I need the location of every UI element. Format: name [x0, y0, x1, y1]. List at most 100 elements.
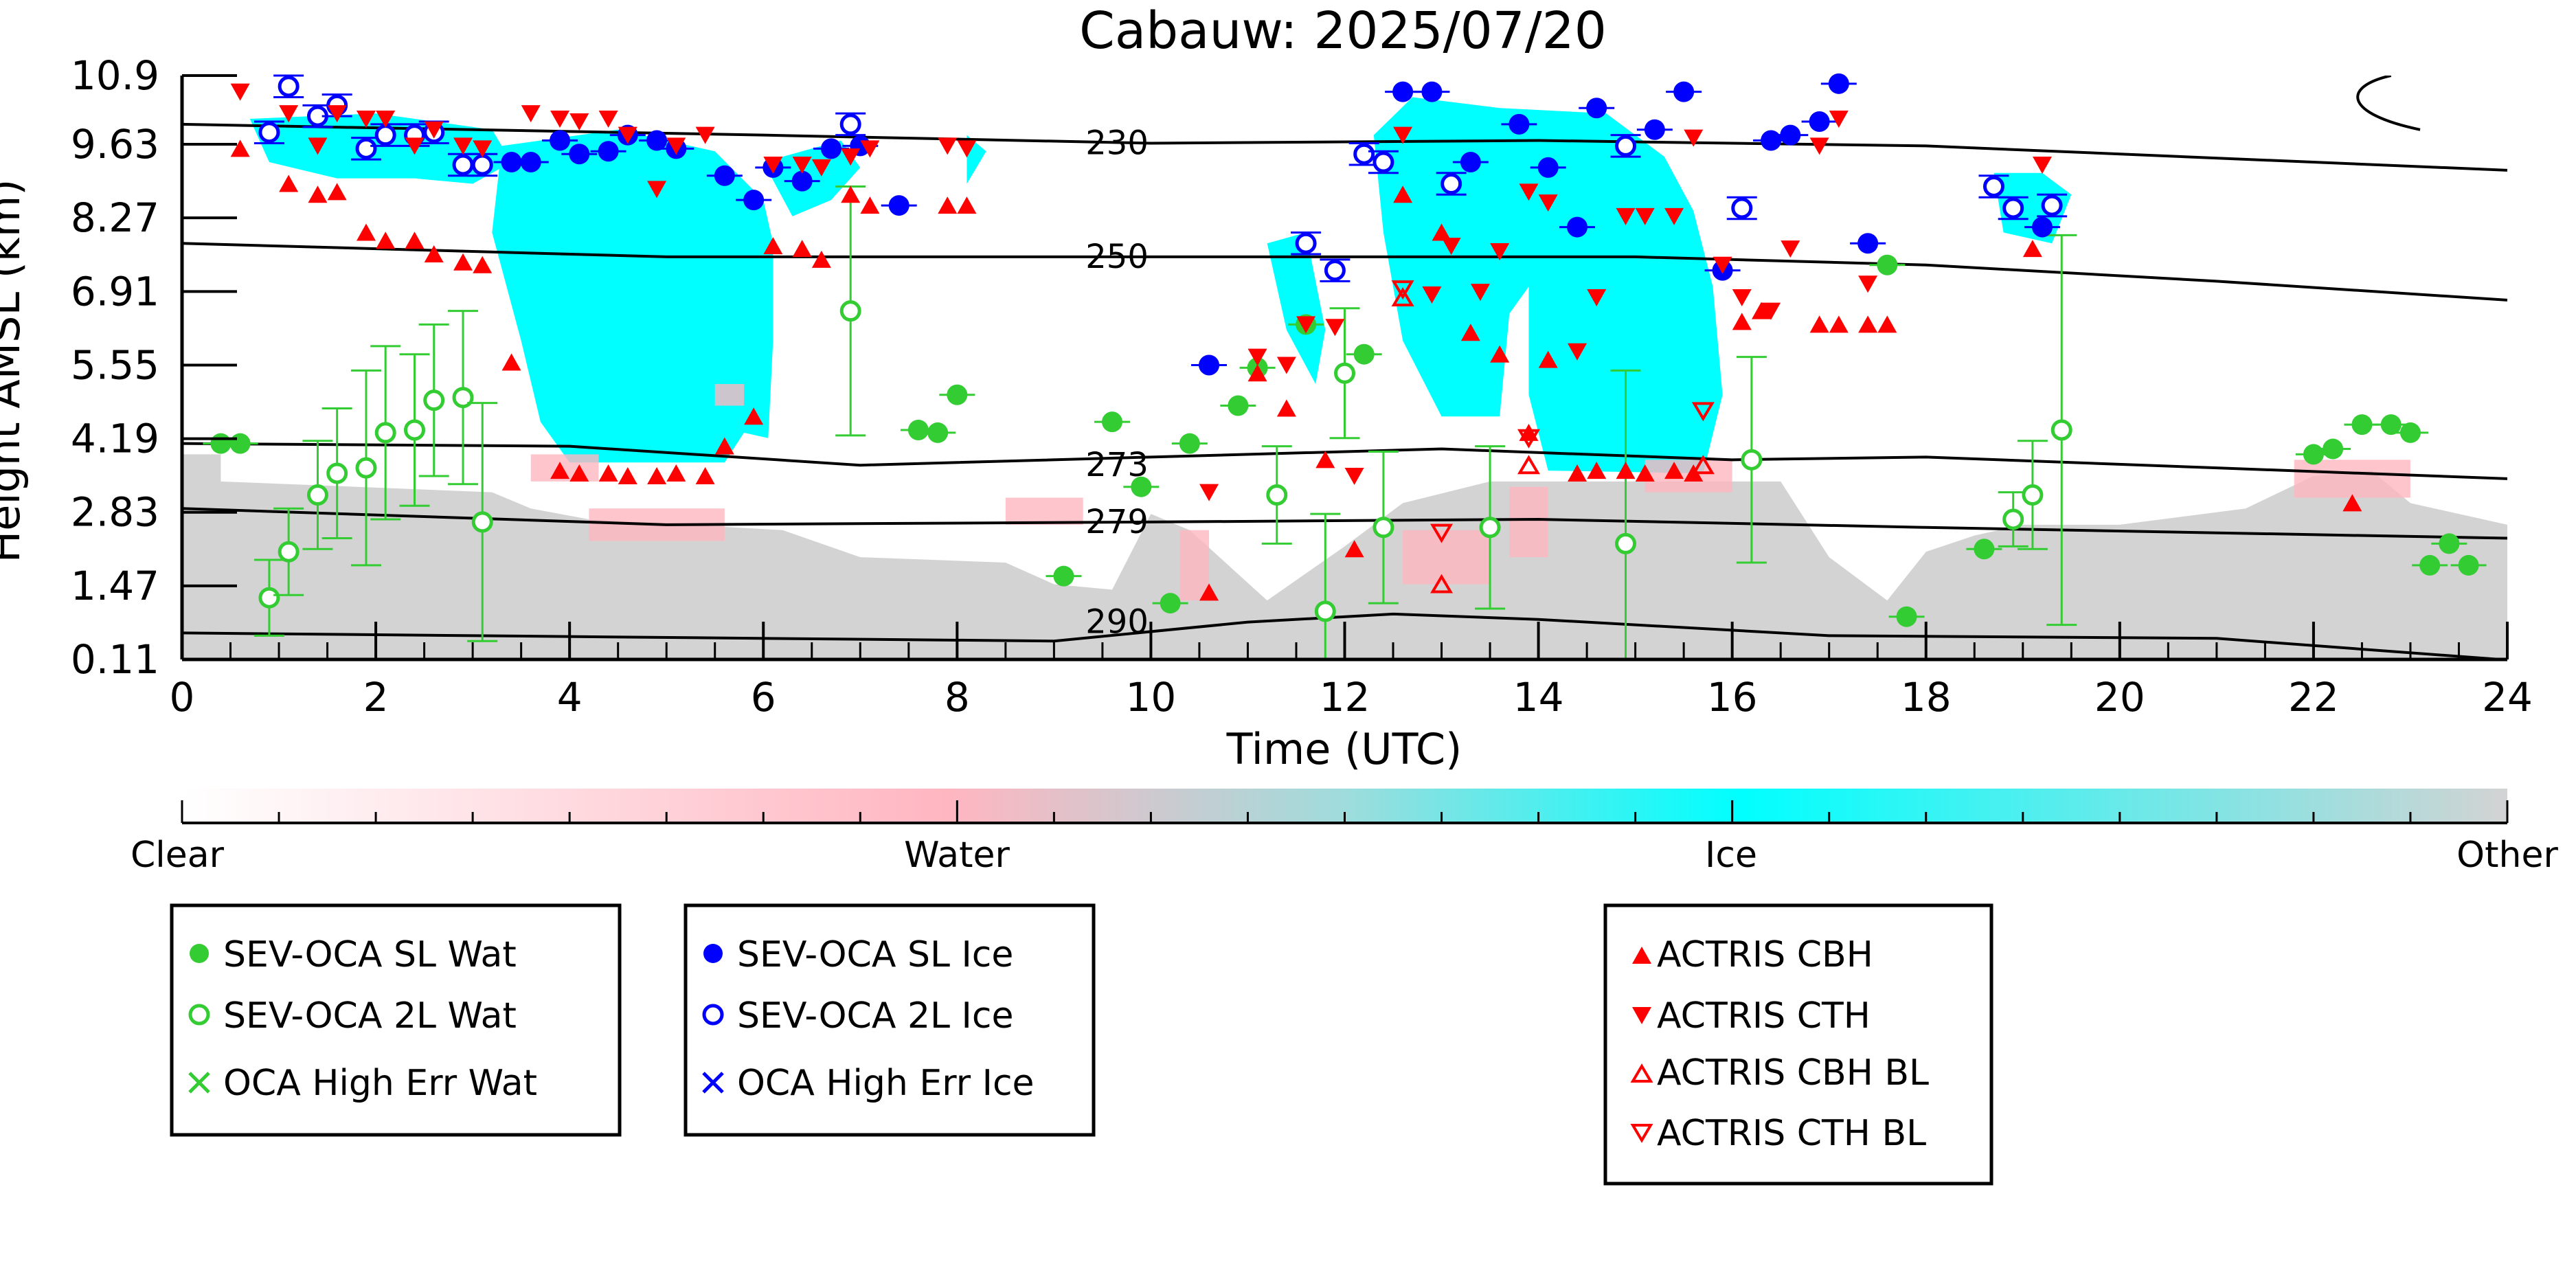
data-point: [792, 156, 812, 174]
data-point: [1896, 606, 1917, 627]
data-point: [1713, 256, 1732, 274]
data-point: [1974, 539, 1995, 560]
data-point: [1344, 540, 1364, 558]
x-tick-label: 12: [1320, 674, 1370, 721]
colorbar: Clear Water Ice Other: [131, 789, 2558, 876]
legend-label: ACTRIS CBH BL: [1657, 1052, 1929, 1094]
data-point: [1102, 411, 1122, 433]
x-tick-label: 20: [2094, 674, 2145, 721]
data-point: [279, 105, 299, 123]
data-point: [1199, 354, 1220, 376]
contour-line: [182, 507, 2507, 540]
colorbar-label-ice: Ice: [1705, 835, 1757, 876]
water-region: [1509, 486, 1548, 558]
data-point: [2022, 240, 2042, 258]
contour-label: 230: [1085, 124, 1149, 162]
data-point: [743, 190, 765, 211]
data-point: [279, 174, 299, 192]
x-tick-label: 24: [2482, 674, 2533, 721]
data-point: [1053, 565, 1074, 587]
contour-line: [182, 442, 2507, 480]
x-axis-label: Time (UTC): [1226, 724, 1462, 774]
data-point: [1982, 175, 2004, 197]
data-point: [1228, 395, 1249, 416]
data-point: [1353, 143, 1375, 165]
data-point: [2032, 216, 2053, 238]
data-point: [569, 144, 590, 165]
data-point: [1266, 484, 1288, 506]
data-point: [938, 137, 958, 155]
data-point: [424, 245, 444, 262]
data-point: [1780, 124, 1801, 146]
data-point: [452, 154, 474, 176]
data-point: [927, 422, 949, 443]
series-actris-cth: [230, 83, 2052, 501]
contour-label: 250: [1085, 238, 1149, 276]
data-point: [792, 240, 812, 258]
data-point: [811, 250, 831, 268]
y-tick-label: 9.63: [71, 121, 159, 168]
data-point: [1664, 207, 1684, 225]
data-point: [1635, 207, 1655, 225]
data-point: [376, 111, 396, 128]
data-point: [1537, 157, 1559, 178]
data-point: [598, 111, 618, 128]
data-point: [938, 196, 958, 214]
data-point: [2399, 422, 2421, 443]
data-point: [1353, 343, 1375, 365]
data-point: [326, 462, 348, 484]
data-point: [306, 484, 328, 506]
data-point: [1741, 449, 1763, 471]
data-point: [1828, 73, 1849, 94]
contour-label: 290: [1085, 603, 1149, 642]
data-point: [1334, 362, 1355, 384]
data-point: [2033, 156, 2052, 174]
data-point: [2439, 533, 2460, 554]
data-point: [308, 185, 328, 203]
data-point: [1160, 593, 1181, 614]
legend-label: OCA High Err Ice: [737, 1063, 1035, 1104]
data-point: [1199, 583, 1219, 601]
data-point: [501, 152, 522, 173]
data-point: [2342, 494, 2362, 512]
data-point: [355, 137, 377, 159]
x-tick-label: 10: [1126, 674, 1177, 721]
data-point: [374, 422, 396, 444]
data-point: [1470, 284, 1490, 302]
legend-water: SEV-OCA SL Wat SEV-OCA 2L Wat OCA High E…: [170, 903, 622, 1137]
data-point: [1858, 275, 1878, 293]
data-point: [423, 389, 445, 411]
legend-label: SEV-OCA SL Ice: [737, 934, 1013, 975]
data-point: [2022, 484, 2044, 506]
data-point: [1616, 462, 1636, 479]
data-point: [1587, 289, 1607, 306]
data-point: [714, 165, 735, 186]
data-point: [1490, 243, 1510, 261]
data-point: [569, 464, 589, 482]
data-point: [308, 137, 328, 155]
data-point: [1392, 81, 1414, 102]
data-point: [1751, 302, 1771, 319]
y-tick-label: 5.55: [71, 341, 159, 388]
data-point: [1684, 129, 1704, 147]
x-tick-label: 8: [945, 674, 970, 721]
x-tick-label: 6: [751, 674, 776, 721]
data-point: [1781, 240, 1800, 258]
data-point: [1324, 260, 1346, 282]
y-tick-label: 1.47: [71, 563, 159, 609]
data-point: [1344, 467, 1364, 485]
ice-region: [1267, 232, 1326, 385]
data-point: [714, 437, 734, 455]
data-point: [791, 170, 813, 192]
data-point: [1635, 464, 1655, 482]
y-tick-label: 0.11: [71, 636, 159, 683]
data-point: [1568, 343, 1587, 361]
legend-label: SEV-OCA 2L Ice: [737, 995, 1013, 1037]
data-point: [695, 466, 715, 484]
data-point: [820, 138, 841, 159]
data-point: [744, 407, 764, 425]
data-point: [907, 419, 929, 440]
colorbar-label-other: Other: [2456, 835, 2558, 876]
data-point: [1372, 517, 1394, 539]
legend-label: ACTRIS CBH: [1657, 934, 1873, 975]
